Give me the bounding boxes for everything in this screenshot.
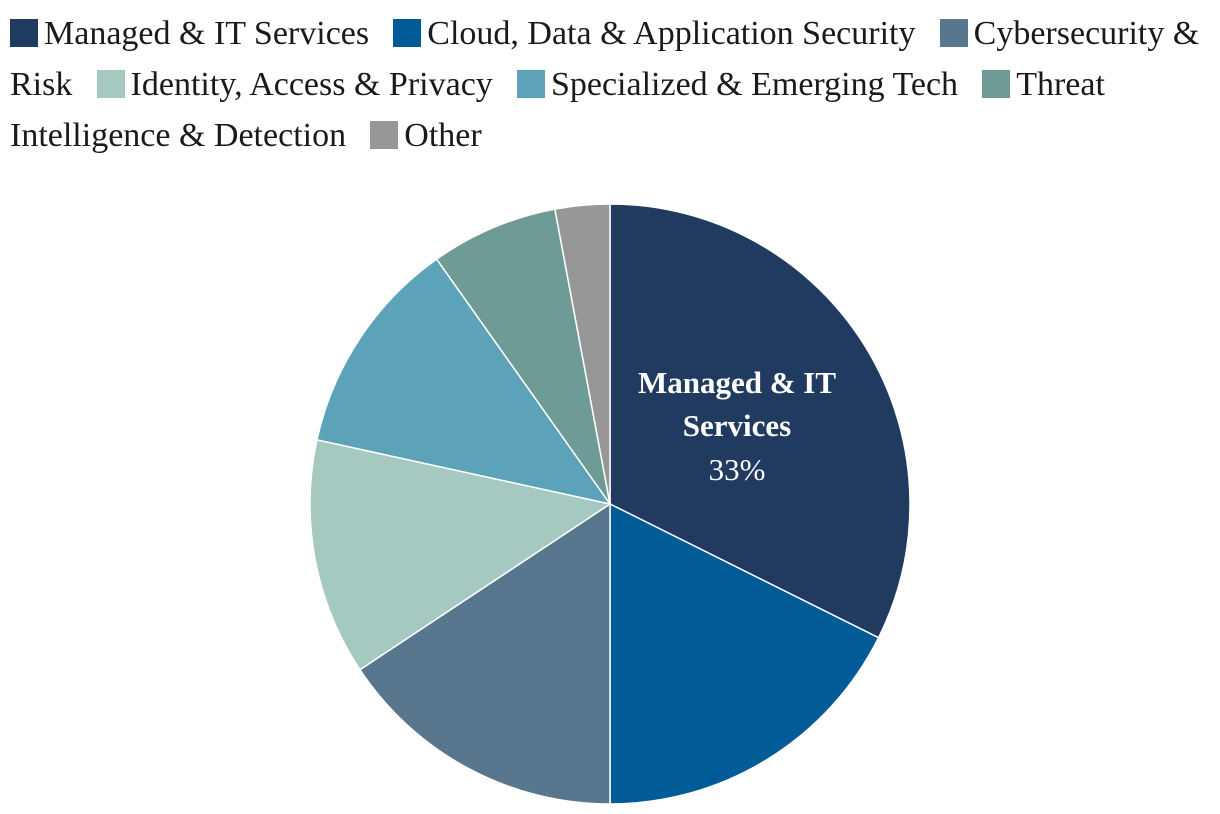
legend-label: Specialized & Emerging Tech <box>550 66 959 103</box>
legend-swatch <box>393 19 422 47</box>
slice-label-value: 33% <box>709 452 766 487</box>
legend-label: Other <box>404 117 482 154</box>
legend-swatch <box>516 70 545 98</box>
legend-entry-cloud-data-app-security: Cloud, Data & Application Security <box>393 14 915 52</box>
legend-entry-other: Other <box>370 116 482 154</box>
chart-legend: Managed & IT Services Cloud, Data & Appl… <box>10 8 1210 161</box>
legend-label: Cloud, Data & Application Security <box>427 15 916 52</box>
pie-slice-other <box>553 203 611 505</box>
legend-entry-threat-intelligence: Threat Intelligence & Detection <box>10 65 1105 154</box>
slice-label-name-line-1: Managed & IT <box>638 365 836 400</box>
pie-slices <box>309 203 911 805</box>
legend-swatch <box>982 70 1011 98</box>
pie-slice-cybersecurity-risk <box>358 502 611 805</box>
legend-swatch <box>96 70 125 98</box>
pie-slice-managed-it-services <box>609 203 911 639</box>
pie-slice-cloud-data-application-security <box>609 502 880 805</box>
legend-label: Identity, Access & Privacy <box>130 66 493 103</box>
legend-label: Managed & IT Services <box>44 15 370 52</box>
legend-entry-managed-it: Managed & IT Services <box>10 14 369 52</box>
legend-swatch <box>370 121 399 149</box>
legend-swatch <box>939 19 968 47</box>
legend-entry-identity-access-privacy: Identity, Access & Privacy <box>96 65 493 103</box>
legend-label: Cybersecurity & Risk <box>10 15 1200 103</box>
pie-slice-specialized-emerging-tech <box>316 258 612 506</box>
legend-swatch <box>10 19 38 47</box>
slice-label-name-line-2: Services <box>683 408 791 443</box>
pie-slice-identity-access-privacy <box>309 438 612 671</box>
legend-entry-cybersecurity-risk: Cybersecurity & Risk <box>10 14 1199 103</box>
legend-label: Threat Intelligence & Detection <box>10 66 1105 154</box>
pie-slice-threat-intelligence-detection <box>435 208 611 505</box>
legend-entry-specialized-emerging-tech: Specialized & Emerging Tech <box>516 65 959 103</box>
